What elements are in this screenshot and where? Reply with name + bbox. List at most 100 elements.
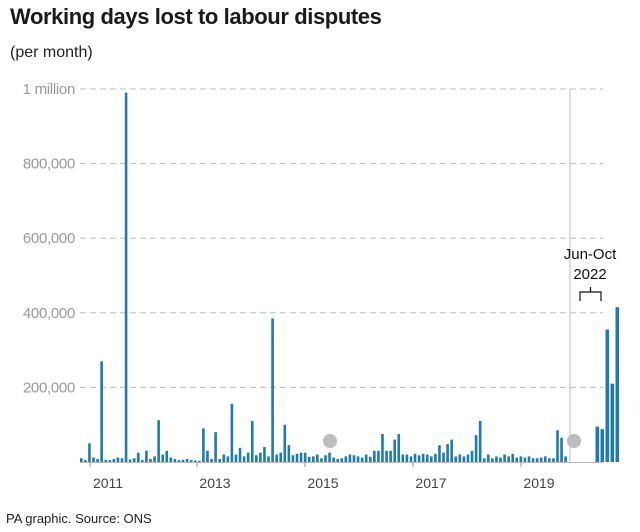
bar	[108, 460, 112, 462]
bar	[145, 450, 148, 462]
bar	[279, 452, 283, 462]
bar	[128, 459, 132, 462]
gridlines	[80, 88, 603, 388]
x-tick-label: 2015	[307, 475, 338, 491]
annotation-line-1: Jun-Oct	[564, 246, 617, 263]
bar	[344, 456, 348, 462]
bar	[92, 457, 95, 462]
bar	[141, 460, 144, 462]
bar	[169, 457, 173, 462]
bar	[397, 434, 401, 462]
y-tick-label: 1 million	[23, 81, 75, 98]
bar	[336, 459, 340, 462]
bar	[377, 450, 380, 462]
bar	[360, 457, 364, 462]
bar	[238, 447, 242, 462]
x-tick-label: 2013	[199, 475, 230, 491]
bar	[136, 452, 140, 462]
annotation-line-2: 2022	[573, 266, 606, 283]
gap-marker	[323, 434, 337, 448]
bar	[173, 459, 177, 462]
bar	[88, 443, 91, 462]
bar	[413, 453, 417, 462]
bar	[161, 454, 164, 462]
bar	[210, 459, 213, 462]
x-tick-label: 2019	[523, 475, 554, 491]
bar	[96, 459, 99, 462]
bar	[368, 456, 372, 462]
bar	[552, 458, 555, 462]
jun-oct-2022-annotation: Jun-Oct 2022	[564, 246, 617, 301]
bar	[503, 454, 506, 462]
bar	[543, 456, 547, 462]
x-axis-ticks: 2011 2013 2015 2017 2019	[89, 462, 555, 491]
source-note: PA graphic. Source: ONS	[6, 511, 152, 526]
bar	[311, 456, 315, 462]
bar	[438, 445, 441, 462]
bar	[462, 456, 466, 462]
bar	[185, 459, 189, 462]
bar	[202, 428, 205, 462]
bar	[564, 456, 567, 462]
bar	[165, 450, 169, 462]
bar	[356, 456, 360, 462]
bar	[287, 445, 291, 462]
bar	[263, 447, 266, 462]
bar	[515, 457, 519, 462]
bar	[482, 458, 486, 462]
bar	[303, 452, 307, 462]
bars	[80, 92, 620, 462]
bar	[242, 456, 246, 462]
bar	[104, 459, 108, 462]
bar	[124, 92, 128, 462]
bar	[442, 452, 445, 462]
x-axis	[80, 434, 603, 463]
bar	[246, 452, 250, 462]
y-axis-ticks: 200,000 400,000 600,000 800,000 1 million	[23, 81, 76, 396]
bar	[470, 450, 474, 462]
bar	[531, 458, 535, 462]
bar	[389, 450, 392, 462]
bar	[295, 453, 299, 462]
bar	[275, 454, 278, 462]
bar	[189, 460, 193, 462]
bar	[222, 454, 226, 462]
bar-2022	[610, 383, 615, 462]
bar	[316, 454, 319, 462]
bar	[523, 457, 527, 462]
bar	[511, 453, 515, 462]
bar-2022	[615, 307, 620, 462]
bar	[120, 458, 124, 462]
x-tick-label: 2011	[93, 475, 123, 491]
bar	[454, 456, 458, 462]
bar	[149, 459, 152, 462]
bar	[409, 456, 413, 462]
annotation-bracket	[579, 287, 602, 301]
bar-2022	[595, 426, 600, 462]
bar	[177, 460, 181, 462]
bar	[393, 439, 396, 462]
bar	[283, 424, 287, 462]
bar	[381, 434, 384, 462]
bar	[80, 458, 83, 462]
y-tick-label: 400,000	[23, 305, 75, 322]
bar	[487, 454, 490, 462]
bar	[230, 403, 234, 462]
bar	[198, 460, 201, 462]
bar-2022	[605, 329, 610, 462]
bar	[556, 430, 559, 462]
bar	[548, 458, 551, 462]
bar	[259, 452, 262, 462]
gap-marker	[567, 434, 581, 448]
bar	[539, 457, 543, 462]
bar	[226, 456, 230, 462]
bar	[267, 456, 270, 462]
bar	[499, 457, 502, 462]
bar	[214, 432, 217, 462]
bar	[271, 318, 274, 462]
bar	[255, 455, 258, 462]
bar	[116, 457, 120, 462]
y-tick-label: 200,000	[23, 379, 75, 396]
bar	[495, 456, 498, 462]
